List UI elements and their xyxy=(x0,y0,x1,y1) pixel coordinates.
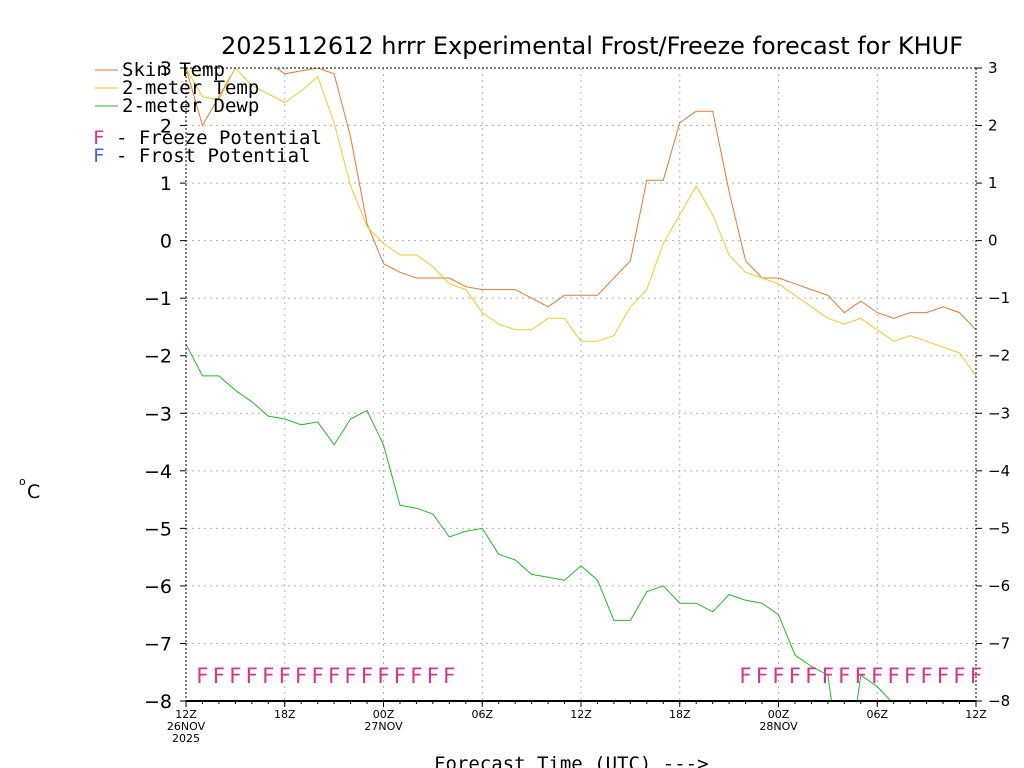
y-tick-label-left: −8 xyxy=(144,691,172,713)
y-tick-label-right: 1 xyxy=(988,174,998,192)
y-tick-label-left: 1 xyxy=(160,173,172,195)
x-tick-label: 18Z xyxy=(669,708,691,721)
x-tick-label: 12Z xyxy=(175,708,197,721)
freeze-marker: F xyxy=(443,664,455,688)
x-tick-label: 00Z xyxy=(373,708,395,721)
freeze-marker: F xyxy=(229,664,241,688)
legend: Skin Temp 2-meter Temp 2-meter Dewp F - … xyxy=(93,59,322,167)
x-tick-label: 12Z xyxy=(570,708,592,721)
y-tick-label-left: −3 xyxy=(144,403,172,425)
y-axis-label: o C xyxy=(19,475,40,503)
y-tick-label-right: 0 xyxy=(988,232,998,250)
freeze-marker: F xyxy=(855,664,867,688)
y-tick-label-right: −8 xyxy=(988,692,1010,710)
y-tick-label-left: −7 xyxy=(144,633,172,655)
y-tick-label-left: −2 xyxy=(144,346,172,368)
freeze-marker: F xyxy=(262,664,274,688)
freeze-marker: F xyxy=(805,664,817,688)
legend-label-2m-temp: 2-meter Temp xyxy=(122,77,259,99)
y-tick-label-left: −6 xyxy=(144,576,172,598)
x-tick-label: 18Z xyxy=(274,708,296,721)
freeze-marker: F xyxy=(213,664,225,688)
y-tick-label-left: −5 xyxy=(144,518,172,540)
freeze-marker: F xyxy=(789,664,801,688)
freeze-marker: F xyxy=(377,664,389,688)
x-tick-date: 27NOV xyxy=(364,720,403,733)
legend-label-frost: - Frost Potential xyxy=(116,145,310,167)
x-tick-date: 28NOV xyxy=(759,720,798,733)
legend-label-skin-temp: Skin Temp xyxy=(122,59,225,81)
y-tick-label-right: −1 xyxy=(988,289,1010,307)
legend-label-2m-dewp: 2-meter Dewp xyxy=(122,95,259,117)
x-tick-year: 2025 xyxy=(172,732,200,745)
freeze-marker: F xyxy=(756,664,768,688)
freeze-marker: F xyxy=(279,664,291,688)
y-tick-label-left: −1 xyxy=(144,288,172,310)
y-tick-label-left: 2 xyxy=(160,116,172,138)
x-tick-label: 00Z xyxy=(768,708,790,721)
freeze-marker: F xyxy=(937,664,949,688)
y-axis-label-unit: C xyxy=(27,481,40,503)
freeze-marker: F xyxy=(921,664,933,688)
y-tick-label-right: −5 xyxy=(988,519,1010,537)
x-tick-label: 06Z xyxy=(866,708,888,721)
freeze-marker: F xyxy=(740,664,752,688)
freeze-marker: F xyxy=(838,664,850,688)
series-line-skin-temp xyxy=(186,68,976,331)
y-tick-label-right: 2 xyxy=(988,117,998,135)
freeze-marker: F xyxy=(822,664,834,688)
legend-label-freeze: - Freeze Potential xyxy=(116,127,322,149)
freeze-marker: F xyxy=(328,664,340,688)
legend-freeze-symbol: F xyxy=(93,127,104,149)
y-tick-label-right: −3 xyxy=(988,404,1010,422)
freeze-marker: F xyxy=(953,664,965,688)
freeze-marker: F xyxy=(246,664,258,688)
y-tick-label-right: −6 xyxy=(988,577,1010,595)
y-tick-label-right: −2 xyxy=(988,347,1010,365)
freeze-marker: F xyxy=(394,664,406,688)
y-tick-label-left: 0 xyxy=(160,231,172,253)
series-line-2-meter-dewp xyxy=(186,343,892,701)
freeze-marker: F xyxy=(410,664,422,688)
y-tick-label-right: 3 xyxy=(988,59,998,77)
freeze-marker: F xyxy=(312,664,324,688)
x-axis-label: Forecast Time (UTC) ---> xyxy=(434,753,709,768)
series-lines xyxy=(186,68,976,701)
y-tick-label-left: −4 xyxy=(144,461,172,483)
x-tick-label: 12Z xyxy=(965,708,987,721)
freeze-marker: F xyxy=(888,664,900,688)
y-axis-ticks: −8 −8 −7 −7 −6 −6 −5 −5 −4 −4 −3 −3 −2 −2 −1 −1 0 0 1 1 2 2 3 3 xyxy=(144,58,1010,713)
y-tick-label-right: −7 xyxy=(988,634,1010,652)
y-tick-label-left: 3 xyxy=(160,58,172,80)
freeze-marker: F xyxy=(970,664,982,688)
freeze-marker: F xyxy=(772,664,784,688)
freeze-marker: F xyxy=(345,664,357,688)
y-tick-label-right: −4 xyxy=(988,462,1010,480)
y-axis-label-degree: o xyxy=(19,475,26,488)
freeze-marker: F xyxy=(904,664,916,688)
freeze-marker: F xyxy=(427,664,439,688)
freeze-marker: F xyxy=(361,664,373,688)
chart-title: 2025112612 hrrr Experimental Frost/Freez… xyxy=(221,32,963,60)
freeze-marker: F xyxy=(871,664,883,688)
x-tick-label: 06Z xyxy=(471,708,493,721)
freeze-marker: F xyxy=(295,664,307,688)
freeze-marker: F xyxy=(196,664,208,688)
series-line-2-meter-temp xyxy=(186,68,976,377)
legend-frost-symbol: F xyxy=(93,145,104,167)
x-tick-date: 26NOV xyxy=(167,720,206,733)
